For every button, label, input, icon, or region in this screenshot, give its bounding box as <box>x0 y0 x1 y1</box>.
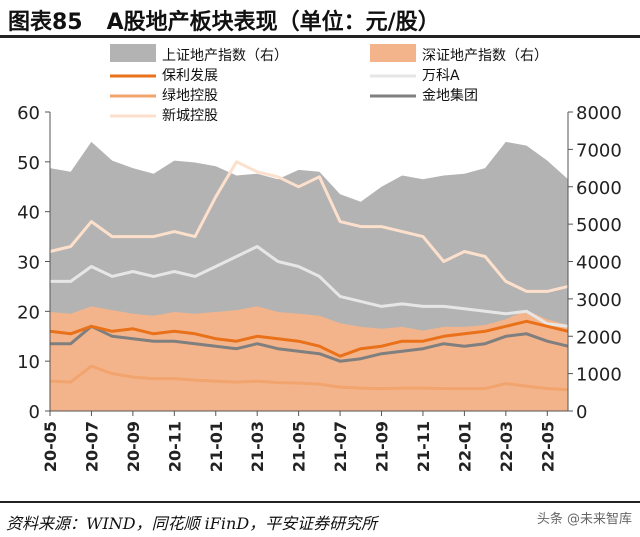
legend-label: 金地集团 <box>422 87 478 104</box>
line-poly <box>49 319 569 358</box>
legend-item-shanghai: 上证地产指数（右） <box>110 44 288 64</box>
x-tick-label: 20-07 <box>82 421 101 472</box>
line-gemdale <box>50 324 569 363</box>
legend-item-vanke: 万科A <box>370 68 460 84</box>
legend-swatch <box>110 44 156 62</box>
y-right-tick-label: 7000 <box>576 140 622 161</box>
x-tick-label: 20-05 <box>41 421 60 472</box>
source-note: 资料来源：WIND，同花顺 iFinD，平安证券研究所 <box>0 501 640 537</box>
legend-label: 保利发展 <box>162 68 218 84</box>
x-tick-label: 21-01 <box>207 421 226 472</box>
x-tick-label: 21-05 <box>290 421 309 472</box>
y-right-tick-label: 2000 <box>576 327 622 348</box>
legend-item-shenzhen: 深证地产指数（右） <box>370 44 548 64</box>
x-tick-label: 20-09 <box>124 421 143 472</box>
x-tick-label: 21-11 <box>414 421 433 472</box>
y-left-tick-label: 50 <box>17 153 40 174</box>
y-left-tick-label: 30 <box>17 253 40 274</box>
y-left-tick-label: 0 <box>29 402 40 423</box>
watermark: 头条 @未来智库 <box>536 512 632 527</box>
legend-label: 新城控股 <box>162 108 218 124</box>
y-right-tick-label: 8000 <box>576 103 622 124</box>
figure-title: 图表85 A股地产板块表现（单位：元/股） <box>0 0 640 38</box>
legend-item-xincheng: 新城控股 <box>110 108 218 124</box>
line-series <box>49 160 569 392</box>
legend-label: 万科A <box>422 68 460 84</box>
legend-item-poly: 保利发展 <box>110 68 218 84</box>
x-tick-label: 22-03 <box>497 421 516 472</box>
line-greenland <box>49 364 569 392</box>
y-right-tick-label: 1000 <box>576 365 622 386</box>
figure-number: 图表85 <box>8 10 83 35</box>
legend-label: 深证地产指数（右） <box>422 48 548 64</box>
legend-label: 绿地控股 <box>162 88 218 104</box>
axes: 0 10 20 30 40 50 60 0 1000 2000 3000 4000 5000 6000 70… <box>17 103 622 472</box>
x-tick-label: 20-11 <box>165 421 184 472</box>
y-right-tick-label: 5000 <box>576 215 622 236</box>
y-right-tick-label: 4000 <box>576 253 622 274</box>
legend-label: 上证地产指数（右） <box>162 48 288 64</box>
legend-item-gemdale: 金地集团 <box>370 87 478 104</box>
line-xincheng <box>49 160 569 293</box>
x-tick-label: 22-01 <box>455 421 474 472</box>
y-right-tick-label: 6000 <box>576 178 622 199</box>
x-tick-label: 22-05 <box>538 421 557 472</box>
y-left-tick-label: 40 <box>17 203 40 224</box>
x-tick-label: 21-03 <box>248 421 267 472</box>
figure-title-text: A股地产板块表现（单位：元/股） <box>106 10 440 35</box>
y-right-tick-label: 0 <box>576 402 587 423</box>
legend-item-greenland: 绿地控股 <box>110 88 218 104</box>
legend-swatch <box>370 44 416 62</box>
y-left-tick-label: 10 <box>17 352 40 373</box>
x-tick-label: 21-09 <box>373 421 392 472</box>
line-vanke <box>50 245 569 328</box>
x-tick-label: 21-07 <box>331 421 350 472</box>
y-left-tick-label: 20 <box>17 302 40 323</box>
y-right-tick-label: 3000 <box>576 290 622 311</box>
y-left-tick-label: 60 <box>17 103 40 124</box>
